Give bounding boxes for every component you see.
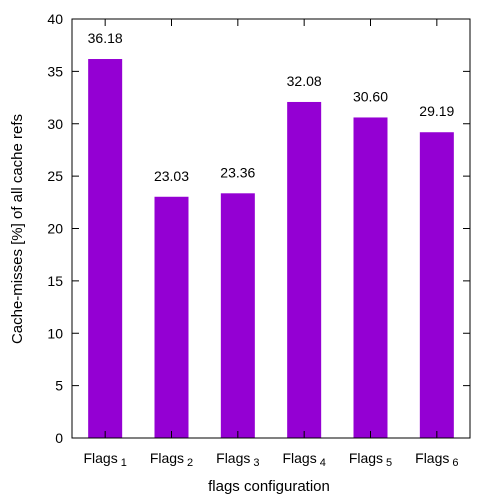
- x-tick-label: Flags 1: [83, 450, 126, 469]
- y-tick-label: 35: [47, 63, 63, 79]
- data-label: 32.08: [287, 73, 322, 89]
- y-tick-label: 0: [55, 430, 63, 446]
- data-label: 29.19: [419, 103, 454, 119]
- bar: [419, 132, 454, 439]
- bar: [88, 59, 123, 439]
- y-tick-label: 10: [47, 325, 63, 341]
- data-label: 23.03: [154, 168, 189, 184]
- data-label: 30.60: [353, 88, 388, 104]
- x-axis-label: flags configuration: [208, 478, 330, 495]
- x-tick-label: Flags 2: [150, 450, 193, 469]
- y-tick-label: 20: [47, 221, 63, 237]
- plot-area: 36.18 23.03 23.36 32.08 30.60 29.19 0 5 10 15 20 25…: [47, 11, 471, 469]
- bar: [154, 196, 189, 438]
- plot-frame: [71, 18, 471, 439]
- y-tick-label: 30: [47, 116, 63, 132]
- bar: [353, 117, 388, 438]
- y-tick-label: 25: [47, 168, 63, 184]
- x-tick-label: Flags 5: [349, 450, 392, 469]
- y-tick-label: 5: [55, 378, 63, 394]
- data-label: 23.36: [220, 164, 255, 180]
- data-label: 36.18: [88, 30, 123, 46]
- y-tick-label: 15: [47, 273, 63, 289]
- x-tick-label: Flags 3: [216, 450, 259, 469]
- x-tick-label: Flags 4: [282, 450, 325, 469]
- y-axis-label: Cache-misses [%] of all cache refs: [9, 114, 26, 344]
- bar: [220, 193, 255, 438]
- x-tick-label: Flags 6: [415, 450, 458, 469]
- bar: [287, 101, 322, 438]
- y-tick-label: 40: [47, 11, 63, 27]
